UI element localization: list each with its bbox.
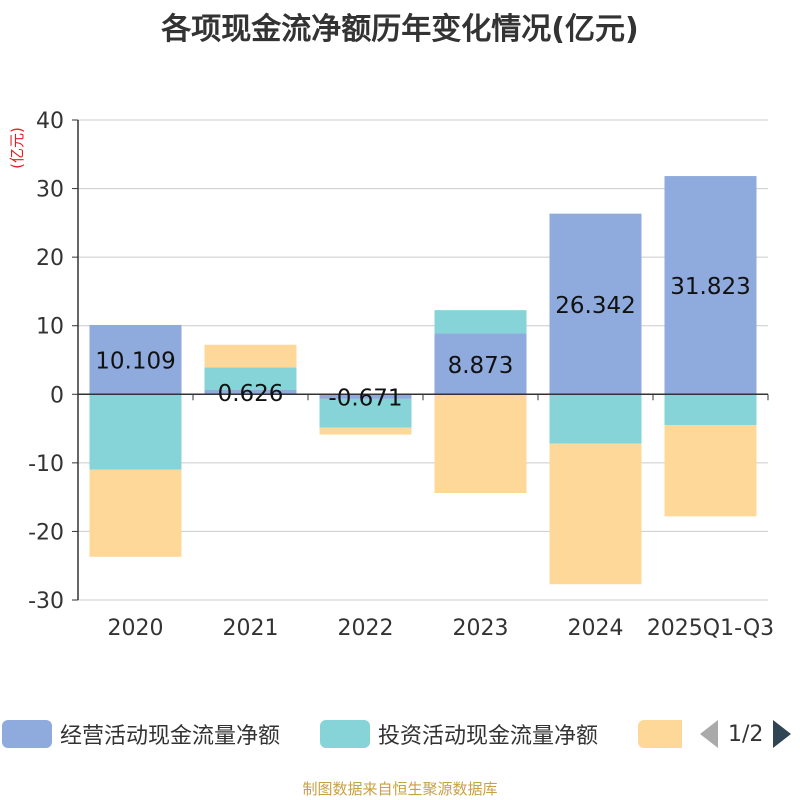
bar-investing-2024[interactable] <box>549 394 642 444</box>
bar-investing-2021[interactable] <box>204 367 297 390</box>
data-label: -0.671 <box>328 386 402 412</box>
legend-swatch <box>2 720 52 748</box>
legend: 经营活动现金流量净额 投资活动现金流量净额 1/2 <box>0 712 800 756</box>
bar-financing-2024[interactable] <box>549 443 642 585</box>
data-label: 10.109 <box>95 349 175 375</box>
y-tick-label: 0 <box>50 383 64 408</box>
bar-operating-2020[interactable] <box>89 324 182 395</box>
y-tick-label: 10 <box>36 315 64 340</box>
x-tick-label: 2024 <box>568 616 624 641</box>
data-label: 26.342 <box>555 293 635 319</box>
bar-financing-2025Q1-Q3[interactable] <box>664 425 757 517</box>
y-tick-label: 30 <box>36 178 64 203</box>
y-axis-label: (亿元) <box>8 127 26 169</box>
bar-operating-2022[interactable] <box>319 394 412 399</box>
legend-item-investing[interactable]: 投资活动现金流量净额 <box>320 712 598 756</box>
bar-investing-2022[interactable] <box>319 398 412 428</box>
bar-financing-2020[interactable] <box>89 469 182 557</box>
y-tick-label: -30 <box>28 589 64 614</box>
bar-investing-2023[interactable] <box>434 310 527 334</box>
data-labels: 10.109 0.626 -0.671 8.873 26.342 31.823 <box>95 274 750 411</box>
bar-financing-2023[interactable] <box>434 394 527 494</box>
bar-investing-2025Q1-Q3[interactable] <box>664 394 757 426</box>
legend-label: 投资活动现金流量净额 <box>378 724 599 749</box>
legend-page-indicator: 1/2 <box>728 721 764 747</box>
legend-swatch <box>638 720 682 748</box>
x-tick-label: 2025Q1-Q3 <box>647 616 774 641</box>
prev-page-icon[interactable] <box>700 720 718 748</box>
data-label: 8.873 <box>448 353 514 379</box>
bar-operating-2025Q1-Q3[interactable] <box>664 176 757 395</box>
bar-investing-2020[interactable] <box>89 394 182 470</box>
next-page-icon[interactable] <box>773 720 792 748</box>
legend-swatch <box>320 720 370 748</box>
axes: 40 30 20 10 0 -10 -20 -30 (亿元) 2020 2021 2022 2023 20… <box>8 109 774 641</box>
bar-financing-2021[interactable] <box>204 344 297 368</box>
y-tick-label: 40 <box>36 109 64 134</box>
grid-lines <box>78 119 768 601</box>
x-tick-label: 2022 <box>338 616 394 641</box>
x-tick-label: 2020 <box>108 616 164 641</box>
bar-operating-2023[interactable] <box>434 333 527 395</box>
source-footer: 制图数据来自恒生聚源数据库 <box>302 780 498 798</box>
y-tick-label: -20 <box>28 520 64 545</box>
bar-operating-2021[interactable] <box>204 389 297 395</box>
legend-item-financing[interactable] <box>638 712 682 756</box>
chart-title: 各项现金流净额历年变化情况(亿元) <box>161 12 639 47</box>
x-tick-label: 2021 <box>223 616 279 641</box>
y-tick-label: 20 <box>36 246 64 271</box>
data-label: 31.823 <box>670 274 750 300</box>
legend-label: 经营活动现金流量净额 <box>60 724 281 749</box>
legend-pager: 1/2 <box>700 712 792 756</box>
bar-financing-2022[interactable] <box>319 427 412 435</box>
y-tick-label: -10 <box>28 452 64 477</box>
data-label: 0.626 <box>218 381 284 407</box>
bar-operating-2024[interactable] <box>549 213 642 395</box>
legend-item-operating[interactable]: 经营活动现金流量净额 <box>2 712 280 756</box>
bars <box>89 176 757 585</box>
x-tick-label: 2023 <box>453 616 509 641</box>
